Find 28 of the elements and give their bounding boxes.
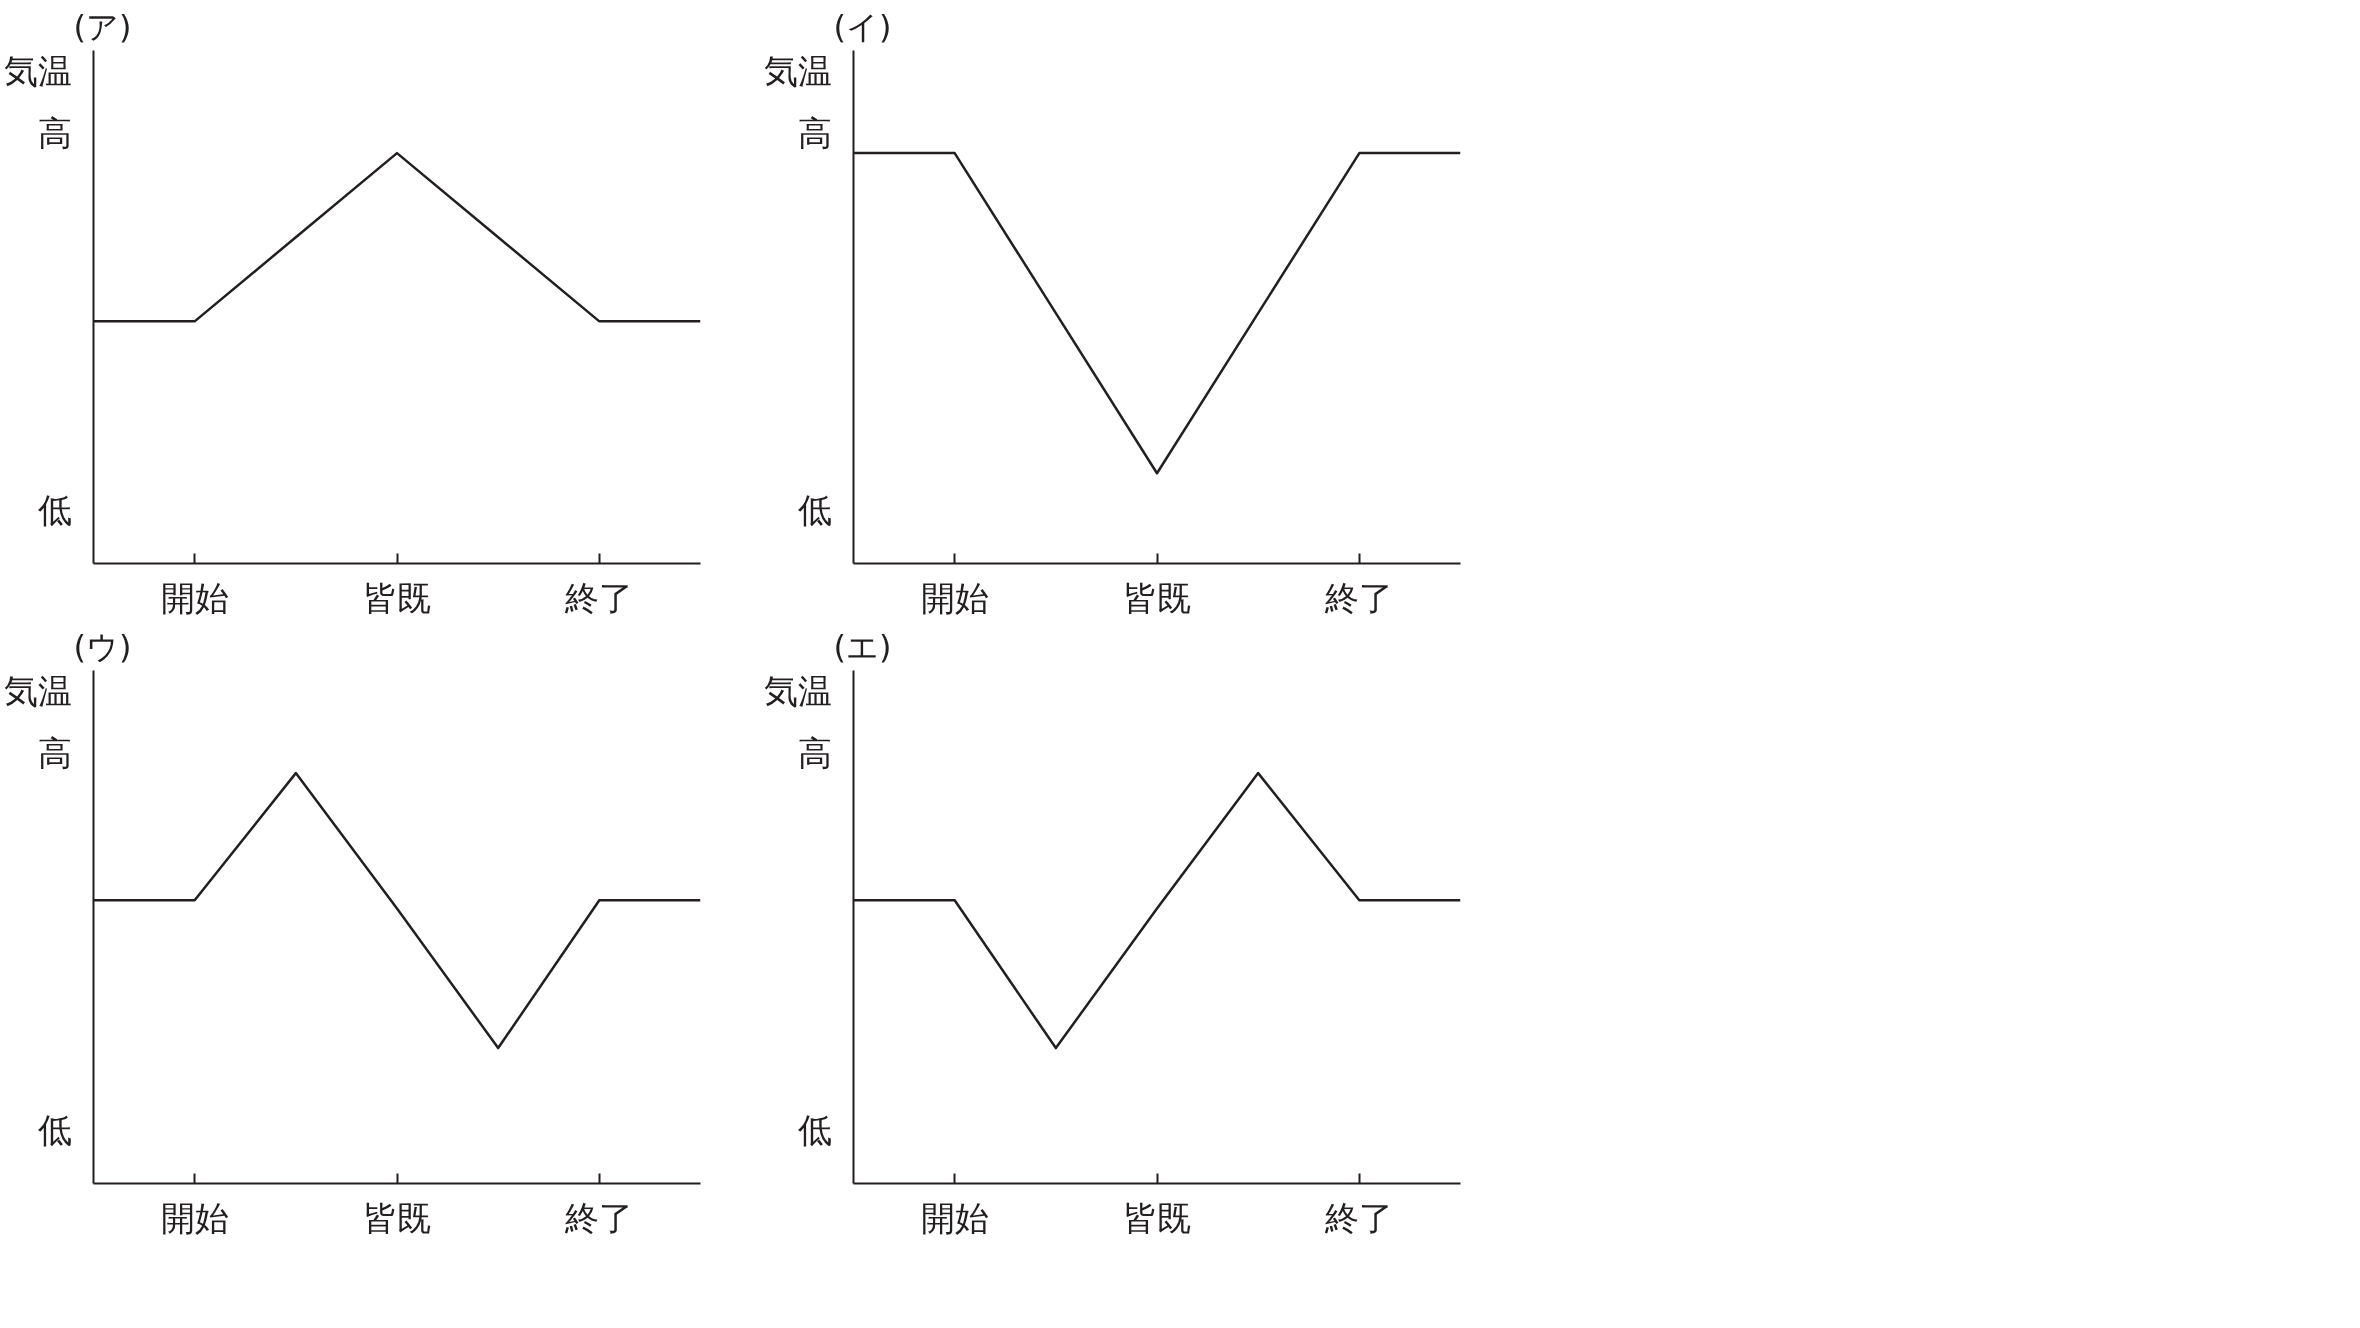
y-axis-title: 気温 <box>763 51 832 92</box>
y-axis-title: 気温 <box>763 671 832 712</box>
y-axis-title: 気温 <box>3 51 72 92</box>
text: 高 <box>797 732 832 773</box>
chart-title: (ウ) <box>73 627 132 666</box>
x-tick-label: 皆既 <box>363 1197 431 1238</box>
text: 低 <box>37 490 72 531</box>
text: 低 <box>797 1110 832 1151</box>
x-tick-label: 皆既 <box>1123 1197 1191 1238</box>
text: 高 <box>797 112 832 153</box>
chart-title: (ア) <box>73 7 132 46</box>
chart-title: (エ) <box>833 627 892 666</box>
x-tick-label: 皆既 <box>1123 577 1191 618</box>
x-tick-label: 皆既 <box>363 577 431 618</box>
text: 低 <box>37 1110 72 1151</box>
chart-title: (イ) <box>833 7 892 46</box>
x-tick-label: 終了 <box>564 1197 634 1238</box>
y-axis-title: 気温 <box>3 671 72 712</box>
text: 高 <box>37 732 72 773</box>
x-tick-label: 開始 <box>920 577 989 618</box>
x-tick-label: 終了 <box>564 577 634 618</box>
x-tick-label: 終了 <box>1324 1197 1394 1238</box>
x-tick-label: 開始 <box>160 577 229 618</box>
x-tick-label: 開始 <box>920 1197 989 1238</box>
x-tick-label: 開始 <box>160 1197 229 1238</box>
text: 低 <box>797 490 832 531</box>
text: 高 <box>37 112 72 153</box>
x-tick-label: 終了 <box>1324 577 1394 618</box>
